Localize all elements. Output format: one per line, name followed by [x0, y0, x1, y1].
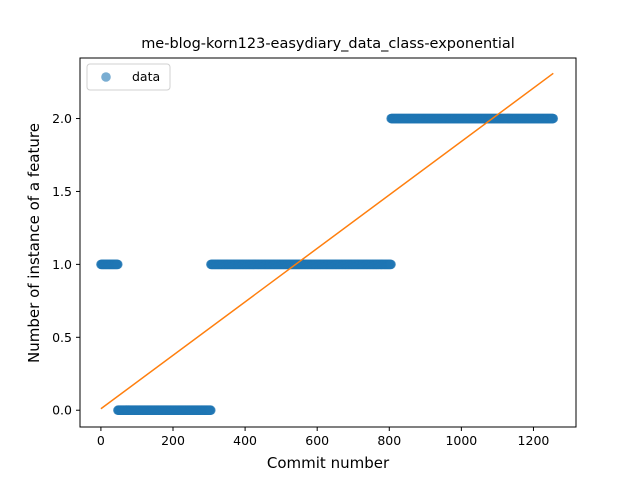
- y-tick-label: 2.0: [52, 111, 72, 126]
- data-point: [206, 405, 216, 416]
- y-axis-ticks: 0.0 0.5 1.0 1.5 2.0: [52, 111, 80, 418]
- scatter-series: [96, 113, 559, 416]
- y-tick-label: 1.5: [52, 184, 72, 199]
- data-point: [386, 259, 396, 270]
- plot-area: [79, 57, 577, 428]
- x-tick-label: 400: [233, 433, 257, 448]
- trend-line: [100, 72, 554, 410]
- x-tick-label: 600: [305, 433, 329, 448]
- data-point: [548, 113, 559, 124]
- y-axis-label: Number of instance of a feature: [25, 123, 43, 363]
- y-tick-label: 0.5: [52, 330, 72, 345]
- x-axis-label: Commit number: [267, 454, 390, 472]
- x-tick-label: 800: [377, 433, 401, 448]
- x-tick-label: 1000: [445, 433, 477, 448]
- y-tick-label: 1.0: [52, 257, 72, 272]
- data-point: [113, 259, 123, 270]
- y-tick-label: 0.0: [52, 403, 72, 418]
- plot-frame: [79, 57, 577, 428]
- chart-title: me-blog-korn123-easydiary_data_class-exp…: [141, 36, 515, 52]
- x-axis-ticks: 0 200 400 600 800 1000 1200: [97, 427, 549, 448]
- x-tick-label: 0: [97, 433, 105, 448]
- legend-label: data: [132, 69, 160, 84]
- legend-marker: [101, 72, 111, 82]
- x-tick-label: 200: [161, 433, 185, 448]
- x-tick-label: 1200: [518, 433, 550, 448]
- legend-box: [86, 63, 171, 91]
- legend: data: [86, 63, 171, 91]
